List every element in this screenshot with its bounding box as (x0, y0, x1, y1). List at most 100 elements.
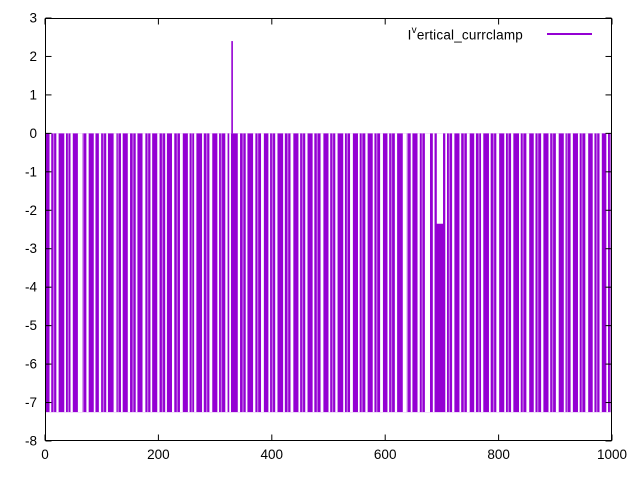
x-tick-label: 1000 (597, 447, 627, 462)
plot-canvas: 0 200 400 600 800 1000 3 2 1 0 -1 -2 -3 -4 -5 -6 -7 -8 (25, 11, 627, 463)
impulse-soft-streak (220, 133, 223, 413)
y-tick-label: 3 (29, 11, 37, 26)
impulse-gap (592, 133, 595, 413)
impulse-soft-streak (406, 133, 409, 413)
impulse-gap (555, 133, 559, 413)
impulse-gap (150, 133, 153, 413)
impulse-gap (106, 133, 108, 413)
impulse-gap (298, 133, 301, 413)
impulse-gap (275, 133, 278, 413)
impulse-soft-streak (581, 133, 583, 413)
impulse-gap (474, 133, 476, 413)
impulse-gap (268, 133, 271, 413)
impulse-gap (563, 133, 566, 413)
impulse-gap (357, 133, 360, 413)
y-tick-label: -5 (25, 318, 37, 333)
impulse-gap (606, 133, 609, 413)
impulse-soft-streak (67, 133, 69, 413)
impulse-gap (237, 133, 241, 413)
notch-region (436, 133, 444, 224)
impulse-gap (225, 133, 228, 413)
impulse-gap (202, 133, 204, 413)
impulse-gap (194, 133, 197, 413)
impulse-gap (127, 133, 131, 413)
y-tick-label: 2 (29, 49, 37, 64)
impulse-gap (120, 133, 123, 413)
impulse-soft-streak (522, 133, 524, 413)
y-tick-label: -8 (25, 434, 37, 449)
impulse-gap (49, 133, 52, 413)
impulse-soft-streak (376, 133, 378, 413)
impulse-gap (113, 133, 117, 413)
x-tick-label: 0 (41, 447, 49, 462)
impulse-gap (328, 133, 331, 413)
impulse-gap (343, 133, 345, 413)
impulse-gap (217, 133, 220, 413)
impulse-gap (56, 133, 59, 413)
impulse-gap (312, 133, 315, 413)
y-tick-label: -1 (25, 164, 37, 179)
impulse-soft-streak (271, 133, 274, 413)
impulse-gap (519, 133, 521, 413)
impulse-gap (86, 133, 89, 413)
impulse-gap (410, 133, 413, 413)
impulse-soft-streak (537, 133, 539, 413)
impulse-soft-streak (147, 133, 149, 413)
impulse-gap (365, 133, 368, 413)
impulse-gap (432, 133, 435, 413)
y-tick-label: -7 (25, 395, 37, 410)
impulse-gap (98, 133, 102, 413)
impulse-gap (187, 133, 190, 413)
impulse-soft-streak (161, 133, 164, 413)
impulse-gap (135, 133, 138, 413)
impulse-gap (253, 133, 256, 413)
impulse-gap (533, 133, 536, 413)
x-tick-label: 800 (487, 447, 510, 462)
impulse-gap (466, 133, 470, 413)
impulse-soft-streak (448, 133, 451, 413)
y-tick-label: 0 (29, 126, 37, 141)
impulse-gap (209, 133, 213, 413)
legend-label-rest: ertical_currclamp (416, 27, 523, 43)
impulse-gap (585, 133, 589, 413)
impulse-soft-streak (566, 133, 568, 413)
impulse-gap (320, 133, 324, 413)
impulse-soft-streak (478, 133, 480, 413)
impulse-soft-streak (390, 133, 393, 413)
impulse-soft-streak (102, 133, 105, 413)
impulse-gap (445, 133, 448, 413)
impulse-gap (172, 133, 175, 413)
impulse-soft-streak (132, 133, 134, 413)
impulse-gap (488, 133, 491, 413)
impulse-gap (380, 133, 383, 413)
x-tick-label: 400 (261, 447, 284, 462)
impulse-soft-streak (82, 133, 84, 413)
y-tick-label: -2 (25, 203, 37, 218)
impulse-soft-streak (52, 133, 55, 413)
impulse-gap (424, 133, 430, 413)
impulse-gap (504, 133, 506, 413)
impulse-gap (261, 133, 264, 413)
legend-label: Ivertical_currclamp (408, 25, 523, 43)
impulse-soft-streak (257, 133, 259, 413)
impulse-gap (496, 133, 500, 413)
impulse-gap (157, 133, 160, 413)
impulse-gap (526, 133, 530, 413)
impulse-gap (350, 133, 353, 413)
plot-area: 0 200 400 600 800 1000 3 2 1 0 -1 -2 -3 -4 -5 -6 -7 -8 Iv… (25, 11, 627, 463)
impulse-gap (372, 133, 375, 413)
impulse-soft-streak (316, 133, 318, 413)
impulse-gap (77, 133, 83, 413)
impulse-gap (229, 133, 231, 413)
y-tick-label: 1 (29, 87, 37, 102)
impulse-soft-streak (609, 133, 612, 413)
impulse-soft-streak (551, 133, 554, 413)
impulse-soft-streak (242, 133, 244, 413)
y-tick-label: -4 (25, 280, 37, 295)
impulse-gap (335, 133, 338, 413)
impulse-soft-streak (596, 133, 598, 413)
impulse-gap (387, 133, 390, 413)
impulse-gap (179, 133, 183, 413)
impulse-gap (459, 133, 462, 413)
